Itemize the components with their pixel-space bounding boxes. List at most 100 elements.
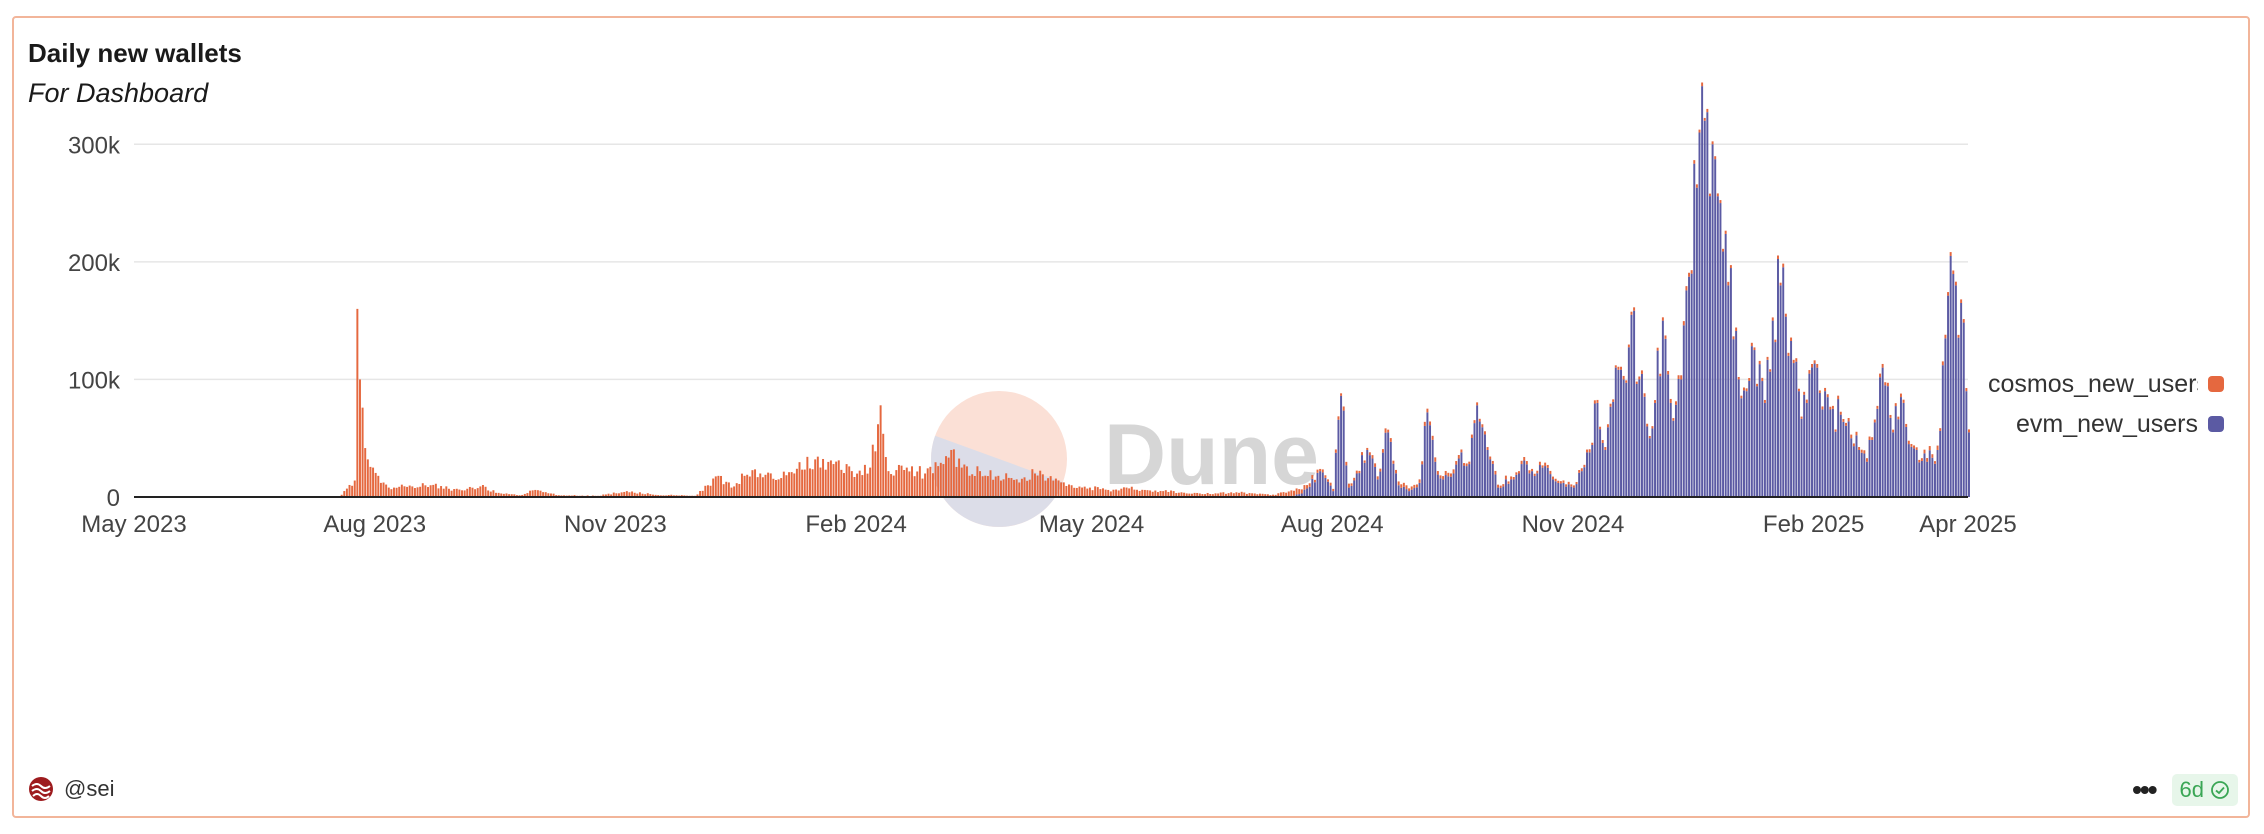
bar-cosmos [712,478,715,497]
bar-evm [1873,422,1876,497]
bar-evm [1672,420,1675,497]
bar-cosmos [1177,492,1180,497]
bar-evm [1716,196,1719,498]
bar-cosmos [1402,482,1405,487]
bars [340,82,1970,498]
bar-cosmos [1028,479,1031,497]
bar-cosmos [628,492,631,497]
bar-cosmos [1531,468,1534,472]
bar-cosmos [1803,391,1806,395]
bar-cosmos [1779,282,1782,286]
bar-evm [1559,483,1562,497]
legend-item-cosmos[interactable]: cosmos_new_users [1988,364,2224,404]
bar-cosmos [877,424,879,497]
bar-cosmos [492,490,495,497]
bar-evm [1447,476,1450,497]
bar-evm [1609,406,1612,497]
bar-cosmos [1706,108,1709,113]
bar-cosmos [1965,388,1968,392]
bar-cosmos [1729,265,1732,269]
bar-cosmos [379,482,382,497]
bar-evm [1769,371,1772,497]
bar-cosmos [981,476,984,497]
bar-cosmos [644,494,647,497]
legend-item-evm[interactable]: evm_new_users [1988,404,2224,444]
bar-cosmos [1792,359,1795,364]
bar-cosmos [1245,493,1248,497]
bar-evm [1332,491,1335,497]
bar-cosmos [1920,458,1923,461]
bar-cosmos [1094,486,1097,497]
bar-cosmos [1562,480,1565,483]
bar-cosmos [620,492,623,497]
bar-cosmos [1672,418,1675,421]
bar-cosmos [487,490,490,497]
bar-cosmos [434,483,437,497]
bar-evm [1907,444,1910,497]
bar-cosmos [1578,470,1581,473]
bar-cosmos [895,470,898,497]
bar-cosmos [390,489,393,497]
freshness-badge[interactable]: 6d [2171,774,2238,806]
bar-cosmos [1756,383,1759,387]
bar-cosmos [790,472,793,497]
bar-cosmos [471,487,474,497]
bar-cosmos [1685,286,1688,291]
bar-evm [1397,485,1400,497]
bar-evm [1395,473,1398,497]
bar-cosmos [911,466,913,497]
bar-evm [1300,493,1303,497]
bar-evm [1884,385,1887,497]
bar-evm [1949,255,1952,497]
bar-cosmos [1350,483,1353,486]
bar-cosmos [1274,494,1277,497]
owner-info[interactable]: @sei [28,776,114,802]
bar-cosmos [1656,347,1659,351]
bar-cosmos [767,472,770,497]
bar-cosmos [1758,360,1761,365]
bar-evm [1648,438,1651,497]
bar-evm [1533,476,1536,497]
bar-cosmos [1821,406,1824,410]
bar-evm [1565,486,1568,497]
bar-cosmos [1523,457,1526,461]
bar-cosmos [897,464,900,497]
bar-cosmos [1960,299,1963,303]
bar-cosmos [1447,472,1450,477]
bar-cosmos [1481,424,1484,428]
bar-cosmos [908,471,911,497]
bar-evm [1792,363,1795,497]
bar-cosmos [1081,487,1084,497]
legend-label-cosmos: cosmos_new_users [1988,369,2198,398]
owner-handle[interactable]: @sei [64,776,115,801]
bar-cosmos [1238,492,1241,497]
bar-cosmos [1790,337,1793,342]
bar-evm [1366,449,1369,497]
more-options-icon[interactable]: ••• [2132,774,2157,805]
bar-cosmos [1667,370,1670,375]
bar-cosmos [816,456,819,497]
bar-cosmos [887,471,890,497]
bar-evm [1965,391,1968,497]
bar-cosmos [453,489,456,497]
bar-cosmos [1572,485,1575,488]
bar-cosmos [1646,423,1649,427]
bar-evm [1829,409,1832,497]
bar-cosmos [1413,484,1416,489]
bar-cosmos [1774,339,1777,343]
bar-evm [1384,432,1387,497]
bar-cosmos [1243,492,1246,497]
bar-cosmos [1923,449,1926,454]
bar-cosmos [1002,479,1005,497]
bar-cosmos [1889,414,1892,418]
bar-evm [1444,475,1447,497]
bar-cosmos [777,479,780,497]
bar-cosmos [952,449,955,497]
bar-cosmos [1865,458,1868,462]
bar-cosmos [1188,493,1191,497]
bar-evm [1926,461,1929,497]
bar-cosmos [1099,489,1102,497]
bar-evm [1698,132,1701,498]
bar-cosmos [1727,281,1730,286]
bar-cosmos [884,457,887,497]
